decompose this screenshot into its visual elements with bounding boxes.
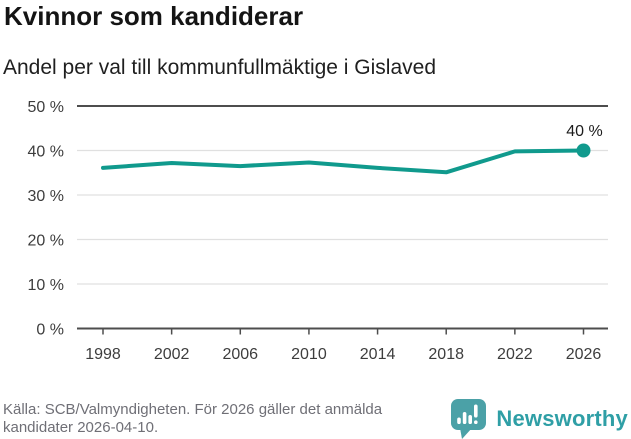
source-note-line2: kandidater 2026-04-10. — [3, 419, 159, 436]
svg-text:2018: 2018 — [428, 346, 464, 363]
svg-text:2026: 2026 — [566, 346, 602, 363]
svg-text:10 %: 10 % — [28, 277, 64, 294]
source-note: Källa: SCB/Valmyndigheten. För 2026 gäll… — [3, 401, 382, 437]
svg-text:30 %: 30 % — [28, 188, 64, 205]
newsworthy-wordmark: Newsworthy — [496, 406, 628, 431]
svg-text:2014: 2014 — [360, 346, 396, 363]
svg-text:50 %: 50 % — [28, 99, 64, 116]
svg-text:1998: 1998 — [85, 346, 121, 363]
newsworthy-logo[interactable]: Newsworthy — [450, 398, 628, 439]
svg-text:20 %: 20 % — [28, 232, 64, 249]
speech-bubble-bar-chart-icon — [451, 399, 487, 439]
svg-text:2006: 2006 — [222, 346, 258, 363]
svg-text:2022: 2022 — [497, 346, 533, 363]
svg-text:0 %: 0 % — [36, 321, 64, 338]
svg-text:40 %: 40 % — [566, 123, 602, 140]
svg-text:40 %: 40 % — [28, 143, 64, 160]
source-note-line1: Källa: SCB/Valmyndigheten. För 2026 gäll… — [3, 401, 383, 418]
svg-text:2010: 2010 — [291, 346, 327, 363]
svg-text:2002: 2002 — [154, 346, 190, 363]
chart-title: Kvinnor som kandiderar — [4, 1, 304, 31]
chart-subtitle: Andel per val till kommunfullmäktige i G… — [3, 56, 437, 79]
